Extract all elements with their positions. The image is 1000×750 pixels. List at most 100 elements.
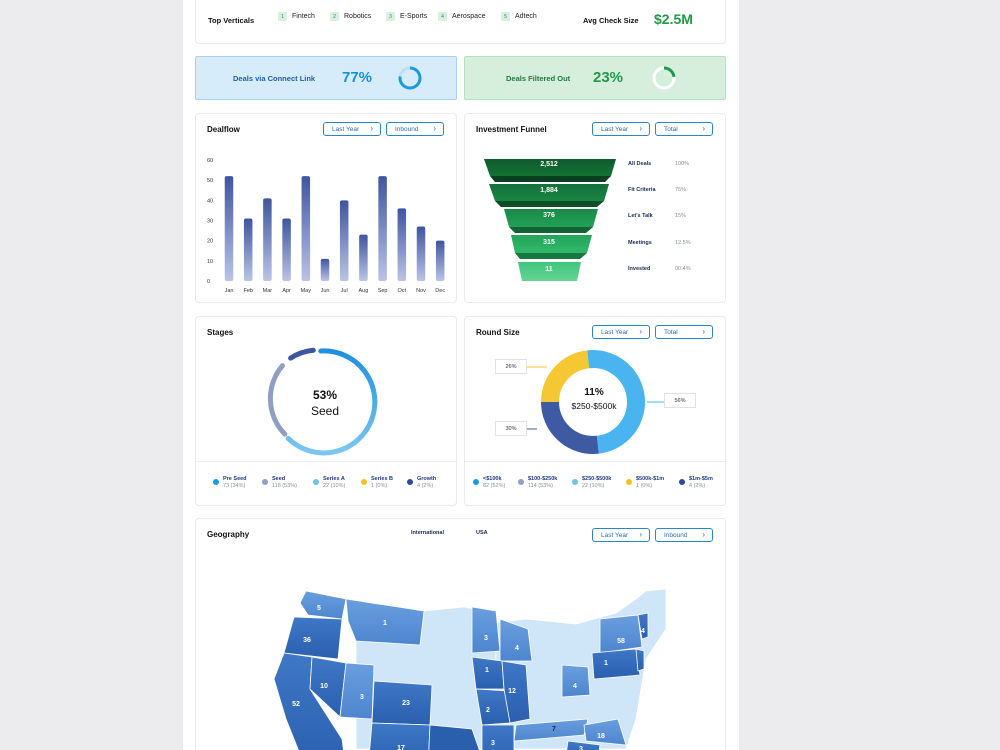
x-tick-label: Jan (225, 288, 234, 294)
connect-link-value: 77% (342, 69, 373, 86)
stages-donut (267, 347, 378, 456)
funnel-stage-4 (518, 262, 581, 281)
state-oh (561, 664, 591, 698)
top-verticals-card: Top Verticals 1 Fintech 2 Robotics 3 E-Spor… (195, 0, 726, 44)
funnel-value-0: 2,512 (540, 161, 558, 168)
bar-apr (282, 218, 291, 281)
stages-arc-growth (288, 347, 316, 361)
y-tick-label: 50 (207, 178, 213, 184)
vertical-item-adtech[interactable]: 5 Adtech (501, 12, 537, 21)
state-tx (428, 724, 480, 750)
dealflow-period-dropdown[interactable]: Last Year › (323, 122, 381, 136)
state-wi (499, 618, 533, 662)
round-size-segment-light-blue (587, 350, 645, 454)
funnel-pct-3: 12.5% (675, 240, 691, 246)
x-tick-label: Jun (321, 288, 330, 294)
stages-card: Stages 53% Seed Pre Seed 73 (34%) Seed 118… (195, 316, 458, 506)
y-tick-label: 10 (207, 259, 213, 265)
connect-link-stat: Deals via Connect Link 77% (195, 56, 457, 100)
funnel-label-1: Fit Criteria (628, 187, 656, 193)
funnel-stage-1-fold (495, 201, 604, 207)
x-tick-label: Nov (416, 288, 426, 294)
usa-map: 5 36 1 10 3 52 23 17 3 4 1 12 2 4 58 1 4… (273, 588, 667, 750)
dealflow-title: Dealflow (207, 125, 240, 134)
state-wa (299, 590, 347, 620)
stages-center-label: Seed (310, 404, 340, 418)
round-size-callout-c: 30% (495, 421, 527, 436)
vertical-item-robotics[interactable]: 2 Robotics (330, 12, 371, 21)
round-size-callout-a: 26% (495, 359, 527, 374)
state-nj (635, 648, 645, 672)
x-tick-label: Dec (435, 288, 445, 294)
map-num-2: 1 (383, 620, 387, 627)
vertical-item-fintech[interactable]: 1 Fintech (278, 12, 315, 21)
funnel-title: Investment Funnel (476, 125, 547, 134)
map-num-7: 17 (397, 745, 405, 750)
funnel-stage-1 (489, 184, 609, 201)
tab-usa[interactable]: USA (476, 530, 488, 536)
x-tick-label: Mar (263, 288, 273, 294)
vertical-item-aerospace[interactable]: 4 Aerospace (438, 12, 485, 21)
state-pa (591, 648, 641, 680)
round-size-type-dropdown[interactable]: Total › (655, 325, 713, 339)
map-num-16: 4 (641, 628, 645, 635)
map-num-19: 18 (597, 733, 605, 740)
x-tick-label: Oct (398, 288, 407, 294)
state-tn (513, 718, 589, 742)
divider (196, 461, 458, 462)
map-num-9: 4 (515, 645, 519, 652)
dealflow-source-dropdown[interactable]: Inbound › (386, 122, 444, 136)
connect-link-label: Deals via Connect Link (233, 74, 316, 83)
state-vt (637, 612, 649, 640)
stages-arc-preseed (267, 363, 288, 437)
round-size-donut (511, 350, 665, 454)
state-nm (369, 722, 431, 750)
bar-jul (339, 200, 349, 281)
round-size-donut-hole (559, 368, 627, 436)
funnel-stage-2-fold (509, 227, 593, 233)
funnel-type-dropdown[interactable]: Total › (655, 122, 713, 136)
map-num-18: 3 (491, 740, 495, 747)
avg-check-value: $2.5M (654, 11, 693, 27)
geography-source-dropdown[interactable]: Inbound › (655, 528, 713, 542)
vertical-item-esports[interactable]: 3 E-Sports (386, 12, 427, 21)
funnel-stage-0 (484, 159, 616, 176)
map-num-4: 3 (360, 694, 364, 701)
x-tick-label: May (301, 288, 312, 294)
state-nc (583, 718, 627, 746)
round-size-period-dropdown[interactable]: Last Year › (592, 325, 650, 339)
map-num-8: 3 (484, 635, 488, 642)
map-num-13: 4 (573, 683, 577, 690)
state-mn (471, 606, 501, 654)
funnel-value-2: 376 (543, 212, 555, 219)
round-size-center-label: $250-$500k (571, 401, 617, 411)
chevron-right-icon: › (433, 124, 436, 133)
funnel-label-3: Meetings (628, 240, 652, 246)
connect-link-ring (398, 66, 422, 90)
bar-mar (263, 198, 272, 281)
tab-international[interactable]: International (411, 530, 445, 536)
x-tick-label: Jul (341, 288, 348, 294)
bar-aug (359, 234, 368, 281)
y-tick-label: 40 (207, 198, 213, 204)
round-size-callout-b: 56% (664, 393, 696, 408)
state-sc (566, 740, 601, 750)
map-num-1: 36 (303, 637, 311, 644)
funnel-stage-0-fold (490, 176, 611, 182)
round-size-center-value: 11% (584, 387, 604, 398)
round-size-segment-dark-blue (541, 401, 599, 454)
round-size-title: Round Size (476, 328, 520, 337)
chevron-right-icon: › (370, 124, 373, 133)
map-num-11: 12 (508, 688, 516, 695)
state-ny (599, 614, 643, 654)
bar-jun (320, 258, 330, 281)
chevron-right-icon: › (639, 124, 642, 133)
stages-center-value: 53% (312, 388, 338, 402)
funnel-period-dropdown[interactable]: Last Year › (592, 122, 650, 136)
funnel-pct-2: 15% (675, 213, 687, 219)
state-ut (339, 662, 375, 720)
funnel-label-2: Let's Talk (628, 213, 653, 219)
y-tick-label: 30 (207, 219, 213, 225)
funnel-pct-4: 00.4% (675, 266, 691, 272)
geography-period-dropdown[interactable]: Last Year › (592, 528, 650, 542)
